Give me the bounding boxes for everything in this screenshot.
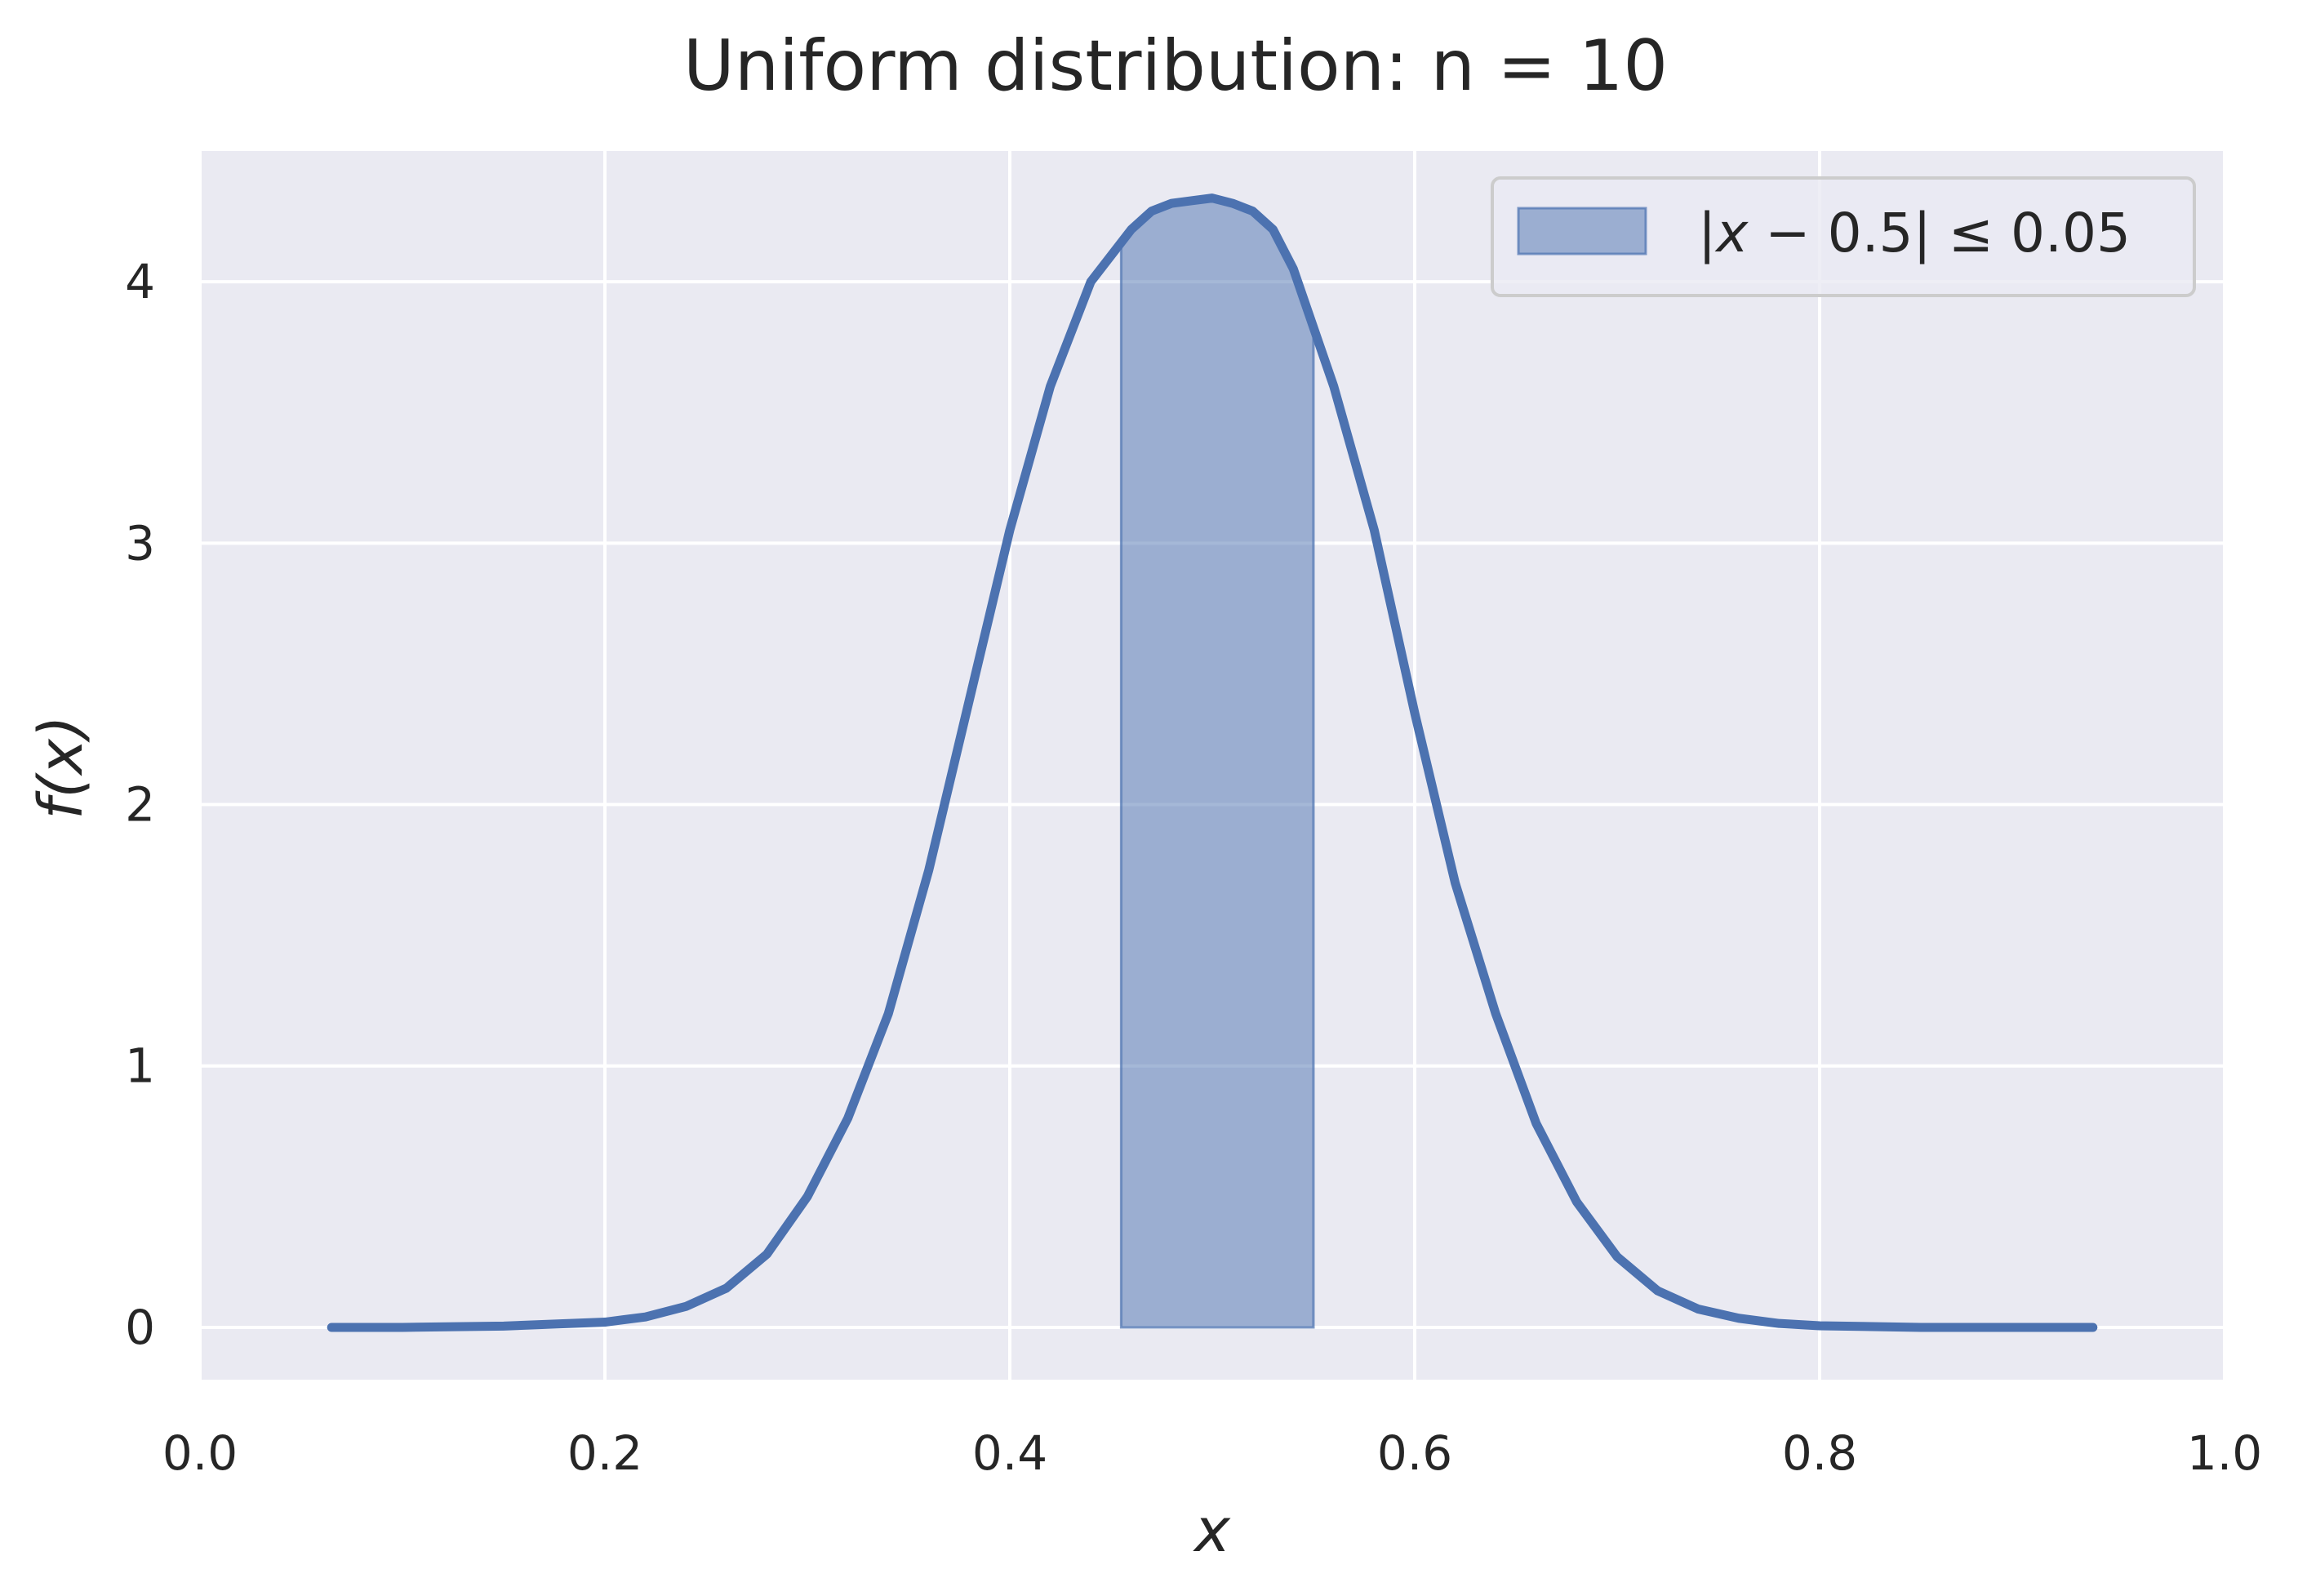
tick-labels: 0.0 0.2 0.4 0.6 0.8 1.0 0 1 2 3 4 [125,254,2262,1481]
x-axis-label: x [1193,1496,1231,1566]
legend-frame [1491,176,2196,297]
legend: |x − 0.5| ≤ 0.05 [1491,176,2196,297]
shaded-region [1119,197,1315,1329]
x-tick-label: 0.6 [1377,1425,1452,1481]
series-line-layer [327,193,2098,1332]
legend-swatch [1517,207,1647,256]
y-tick-label: 0 [125,1300,155,1355]
x-tick-label: 0.0 [162,1425,238,1481]
x-tick-label: 0.2 [567,1425,642,1481]
y-tick-label: 3 [125,515,155,571]
x-tick-label: 0.4 [972,1425,1047,1481]
y-axis-label: f(x) [26,715,96,820]
y-tick-label: 1 [125,1038,155,1094]
x-tick-label: 1.0 [2187,1425,2262,1481]
y-tick-label: 4 [125,254,155,309]
chart-title: Uniform distribution: n = 10 [683,25,1668,107]
series-line [327,193,2098,1332]
y-tick-label: 2 [125,777,155,833]
x-tick-label: 0.8 [1782,1425,1857,1481]
shaded-region-layer [1119,197,1315,1329]
legend-label: |x − 0.5| ≤ 0.05 [1698,202,2131,265]
